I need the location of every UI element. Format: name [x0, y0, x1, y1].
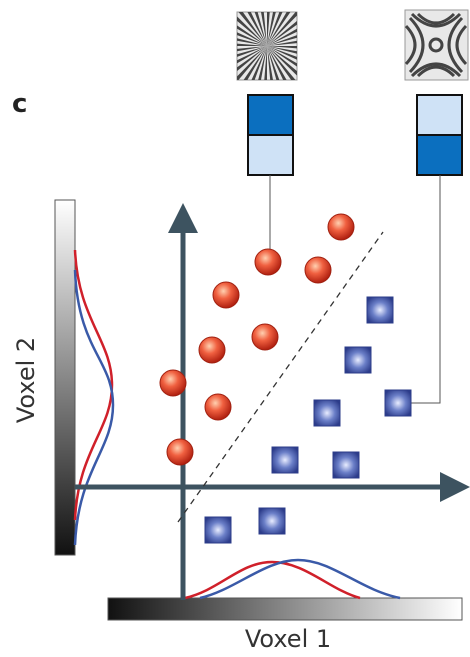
stimulus-curved: [405, 10, 468, 80]
x-axis-label: Voxel 1: [245, 625, 331, 653]
blue-point: [205, 517, 231, 543]
pattern-red: [248, 95, 293, 175]
red-point: [205, 394, 231, 420]
diagram: c Voxel 1 Voxel 2: [0, 0, 470, 657]
blue-point: [385, 390, 411, 416]
red-point: [167, 439, 193, 465]
panel-label: c: [12, 89, 27, 119]
blue-point: [314, 400, 340, 426]
blue-point: [345, 347, 371, 373]
blue-point: [333, 452, 359, 478]
y-axis-label: Voxel 2: [12, 337, 40, 423]
stimulus-radial: [222, 1, 312, 91]
dist-red-y: [75, 250, 112, 520]
voxel1-scale: [108, 598, 462, 620]
blue-point: [367, 297, 393, 323]
dist-red-x: [185, 562, 360, 598]
pattern-blue: [417, 95, 462, 175]
red-point: [305, 257, 331, 283]
red-point: [160, 370, 186, 396]
red-point: [213, 282, 239, 308]
red-point: [328, 214, 354, 240]
blue-point: [272, 447, 298, 473]
red-point: [252, 324, 278, 350]
voxel2-scale: [55, 200, 75, 555]
red-point: [199, 337, 225, 363]
red-point: [255, 249, 281, 275]
connector: [410, 175, 440, 403]
blue-point: [259, 508, 285, 534]
dist-blue-y: [75, 270, 113, 545]
dist-blue-x: [200, 560, 400, 598]
